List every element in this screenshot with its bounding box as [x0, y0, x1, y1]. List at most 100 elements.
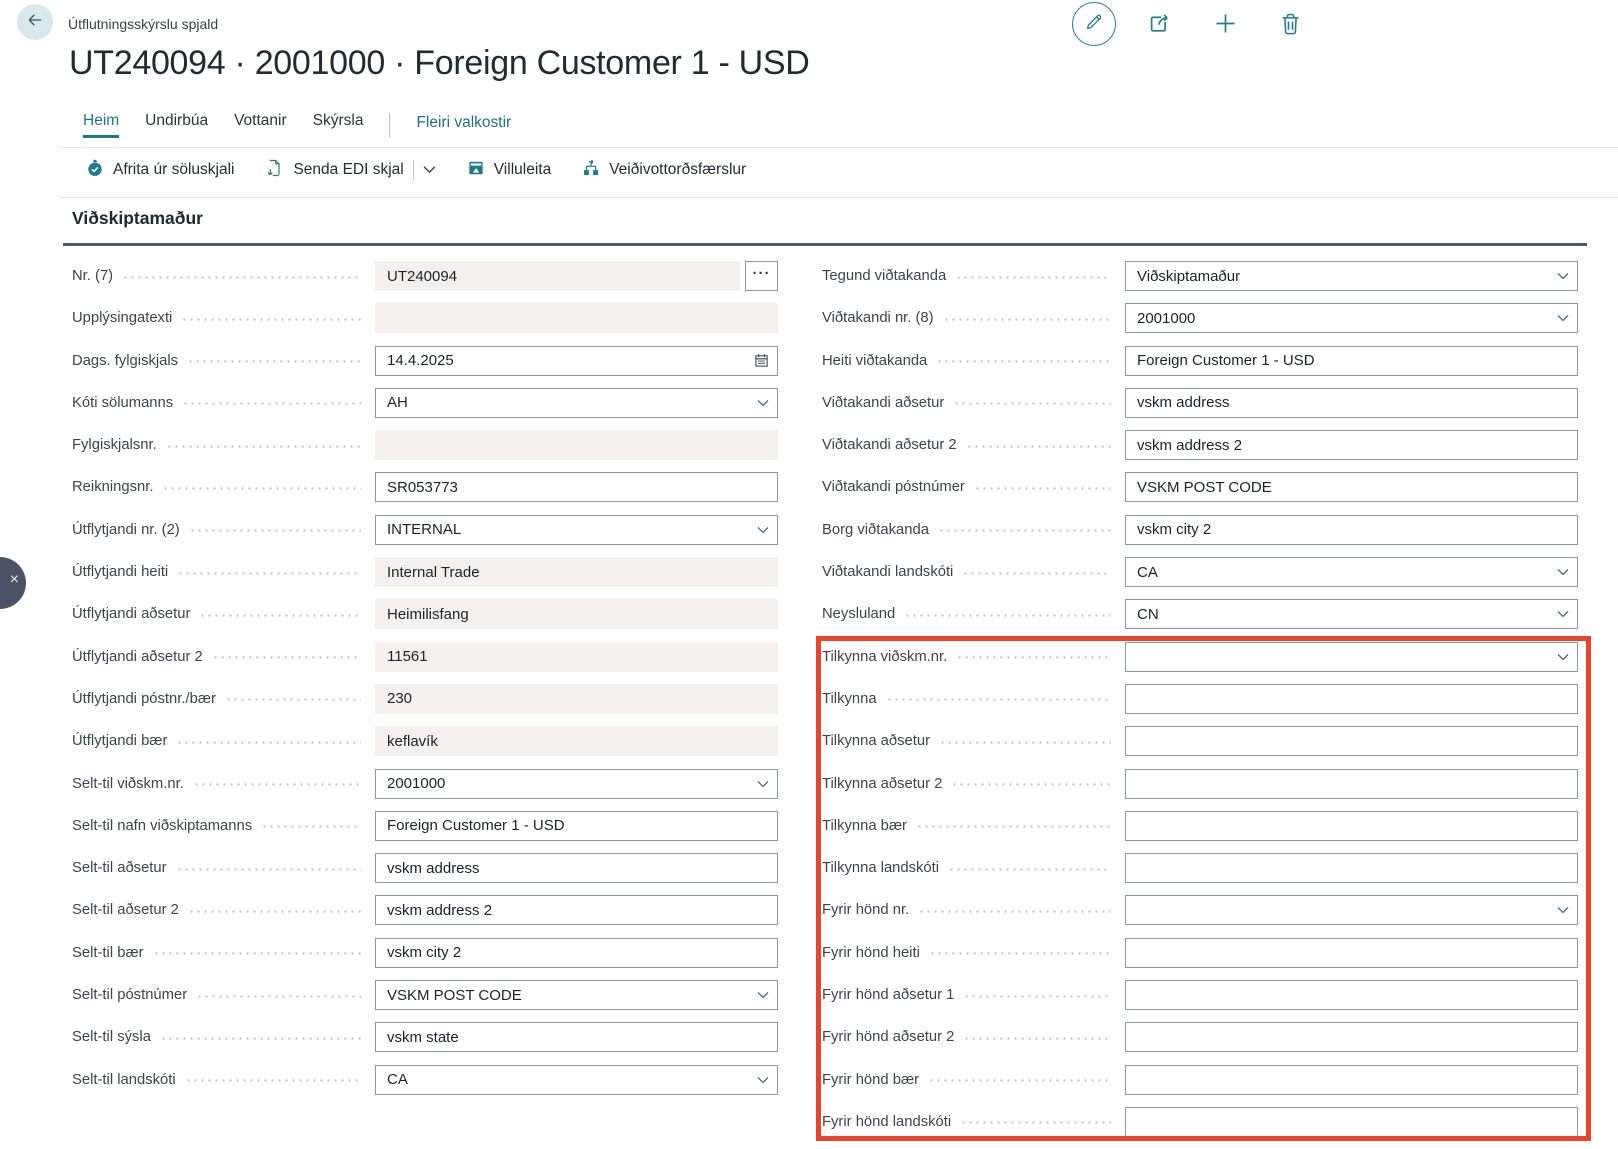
field-input-selt-til-b-r[interactable]: vskm city 2	[375, 938, 778, 968]
action-send-edi[interactable]: Senda EDI skjal	[264, 158, 435, 183]
field-value: CN	[1137, 606, 1557, 623]
field-input-vi-takandi-a-setur[interactable]: vskm address	[1125, 388, 1578, 418]
calendar-icon[interactable]	[754, 353, 769, 368]
dotted-leader	[904, 614, 1111, 617]
field-input-tegund-vi-takanda[interactable]: Viðskiptamaður	[1125, 261, 1578, 291]
field-row: Viðtakandi aðsetur 2 vskm address 2	[822, 430, 1578, 460]
chevron-down-icon[interactable]	[1557, 906, 1569, 914]
delete-button[interactable]	[1277, 10, 1304, 42]
action-villuleita[interactable]: Villuleita	[466, 158, 551, 183]
chevron-down-icon[interactable]	[1557, 610, 1569, 618]
field-row: Viðtakandi póstnúmer VSKM POST CODE	[822, 472, 1578, 502]
side-pull-tab[interactable]: ×	[0, 557, 26, 609]
dotted-leader	[177, 572, 361, 575]
field-input-selt-til-a-setur[interactable]: vskm address	[375, 853, 778, 883]
field-row: Selt-til aðsetur 2 vskm address 2	[72, 895, 778, 925]
field-input-fylgiskjalsnr	[375, 430, 778, 460]
field-label: Tegund viðtakanda	[822, 268, 946, 284]
dotted-leader	[956, 656, 1111, 659]
field-label: Dags. fylgiskjals	[72, 353, 178, 369]
chevron-down-icon[interactable]	[757, 991, 769, 999]
dotted-leader	[948, 868, 1111, 871]
chevron-down-icon[interactable]	[757, 526, 769, 534]
field-input-tilkynna[interactable]	[1125, 684, 1578, 714]
field-value: SR053773	[387, 479, 769, 496]
field-input-tilkynna-a-setur-2[interactable]	[1125, 769, 1578, 799]
field-input-vi-takandi-landsk-ti[interactable]: CA	[1125, 557, 1578, 587]
field-input-k-ti-s-lumanns[interactable]: AH	[375, 388, 778, 418]
chevron-down-icon[interactable]	[1557, 568, 1569, 576]
field-row: Fyrir hönd bær	[822, 1065, 1578, 1095]
field-row: Selt-til viðskm.nr. 2001000	[72, 769, 778, 799]
chevron-down-icon[interactable]	[757, 780, 769, 788]
field-input-reikningsnr[interactable]: SR053773	[375, 472, 778, 502]
field-input-selt-til-a-setur-2[interactable]: vskm address 2	[375, 895, 778, 925]
field-input-dags-fylgiskjals[interactable]: 14.4.2025	[375, 346, 778, 376]
field-input-borg-vi-takanda[interactable]: vskm city 2	[1125, 515, 1578, 545]
field-input-selt-til-p-stn-mer[interactable]: VSKM POST CODE	[375, 980, 778, 1010]
dotted-leader	[936, 360, 1111, 363]
error-check-icon	[466, 158, 486, 183]
field-input-tflytjandi-nr-2[interactable]: INTERNAL	[375, 515, 778, 545]
field-value: vskm city 2	[387, 944, 769, 961]
field-input-selt-til-s-sla[interactable]: vskm state	[375, 1022, 778, 1052]
chevron-down-icon[interactable]	[1557, 272, 1569, 280]
field-input-neysluland[interactable]: CN	[1125, 599, 1578, 629]
action-label: Veiðivottorðsfærslur	[609, 161, 746, 179]
share-button[interactable]	[1146, 10, 1173, 42]
field-input-selt-til-landsk-ti[interactable]: CA	[375, 1065, 778, 1095]
divider-line	[60, 197, 1618, 198]
assist-edit-button[interactable]: ···	[745, 261, 778, 291]
field-label: Selt-til aðsetur	[72, 860, 167, 876]
field-value: CA	[387, 1071, 757, 1088]
field-value: AH	[387, 394, 757, 411]
field-input-tilkynna-b-r[interactable]	[1125, 811, 1578, 841]
chevron-down-icon[interactable]	[423, 161, 436, 179]
tab-heim[interactable]: Heim	[83, 112, 119, 138]
tab-vottanir[interactable]: Vottanir	[234, 112, 287, 138]
field-row: Útflytjandi póstnr./bær 230	[72, 684, 778, 714]
field-label: Fyrir hönd landskóti	[822, 1114, 951, 1130]
field-input-tilkynna-a-setur[interactable]	[1125, 726, 1578, 756]
dotted-leader	[225, 698, 361, 701]
field-input-selt-til-vi-skm-nr[interactable]: 2001000	[375, 769, 778, 799]
dotted-leader	[187, 360, 361, 363]
field-input-vi-takandi-p-stn-mer[interactable]: VSKM POST CODE	[1125, 472, 1578, 502]
new-button[interactable]	[1212, 10, 1239, 42]
action-label: Villuleita	[494, 161, 551, 179]
divider-line	[60, 147, 1618, 148]
field-row: Selt-til aðsetur vskm address	[72, 853, 778, 883]
field-input-fyrir-h-nd-heiti[interactable]	[1125, 938, 1578, 968]
field-input-fyrir-h-nd-b-r[interactable]	[1125, 1065, 1578, 1095]
action-veidivottord[interactable]: Veiðivottorðsfærslur	[581, 158, 746, 183]
tab-undirbua[interactable]: Undirbúa	[145, 112, 208, 138]
field-label: Fyrir hönd aðsetur 2	[822, 1029, 954, 1045]
field-label: Fyrir hönd heiti	[822, 945, 920, 961]
field-input-vi-takandi-a-setur-2[interactable]: vskm address 2	[1125, 430, 1578, 460]
field-input-selt-til-nafn-vi-skiptamanns[interactable]: Foreign Customer 1 - USD	[375, 811, 778, 841]
tab-bar: Heim Undirbúa Vottanir Skýrsla Fleiri va…	[83, 110, 511, 140]
field-row: Dags. fylgiskjals 14.4.2025	[72, 346, 778, 376]
back-button[interactable]	[17, 4, 53, 40]
field-input-fyrir-h-nd-nr[interactable]	[1125, 895, 1578, 925]
chevron-down-icon[interactable]	[757, 399, 769, 407]
more-options-link[interactable]: Fleiri valkostir	[416, 114, 511, 137]
fasttab-header-vidskiptamadur[interactable]: Viðskiptamaður	[72, 208, 203, 229]
field-row: Selt-til bær vskm city 2	[72, 938, 778, 968]
field-input-tilkynna-vi-skm-nr[interactable]	[1125, 642, 1578, 672]
field-input-heiti-vi-takanda[interactable]: Foreign Customer 1 - USD	[1125, 346, 1578, 376]
field-input-fyrir-h-nd-a-setur-2[interactable]	[1125, 1022, 1578, 1052]
field-input-vi-takandi-nr-8[interactable]: 2001000	[1125, 303, 1578, 333]
action-copy-sales-doc[interactable]: Afrita úr söluskjali	[85, 158, 234, 183]
chevron-down-icon[interactable]	[1557, 314, 1569, 322]
chevron-down-icon[interactable]	[1557, 653, 1569, 661]
field-input-tilkynna-landsk-ti[interactable]	[1125, 853, 1578, 883]
field-input-fyrir-h-nd-landsk-ti[interactable]	[1125, 1107, 1578, 1137]
field-row: Fyrir hönd aðsetur 2	[822, 1022, 1578, 1052]
field-value: Viðskiptamaður	[1137, 268, 1557, 285]
close-icon: ×	[10, 572, 19, 588]
edit-button[interactable]	[1072, 2, 1116, 46]
chevron-down-icon[interactable]	[757, 1076, 769, 1084]
tab-skyrsla[interactable]: Skýrsla	[313, 112, 364, 138]
field-input-fyrir-h-nd-a-setur-1[interactable]	[1125, 980, 1578, 1010]
